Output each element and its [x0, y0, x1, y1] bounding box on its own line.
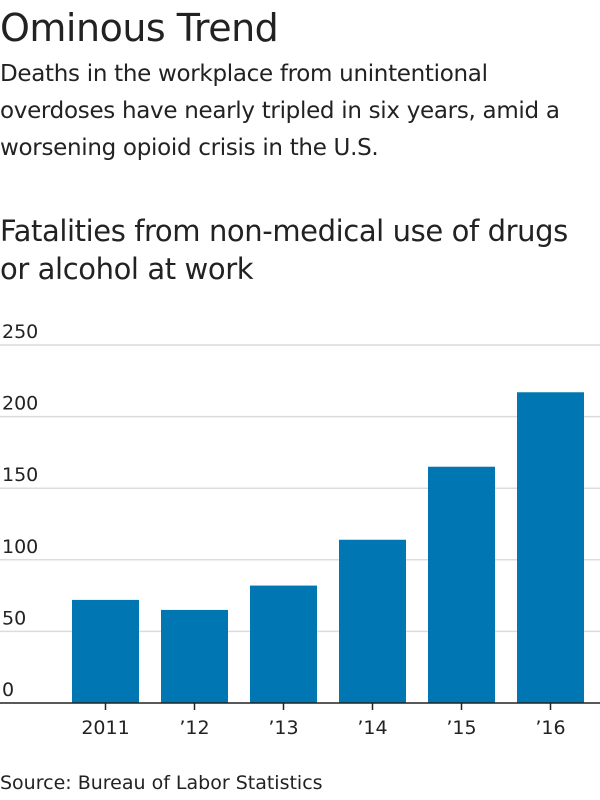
chart-title: Fatalities from non-medical use of drugs… — [0, 214, 568, 286]
bar — [428, 466, 495, 703]
bar — [250, 585, 317, 703]
y-tick-label: 100 — [2, 536, 38, 558]
bar — [339, 539, 406, 703]
y-tick-labels: 0 50 100 150 200 250 — [2, 321, 38, 701]
y-tick-label: 250 — [2, 321, 38, 343]
bar — [517, 392, 584, 703]
x-tick-marks — [104, 703, 552, 710]
bar — [161, 609, 228, 703]
bar — [72, 599, 139, 703]
x-tick-label: ’15 — [446, 717, 476, 739]
y-tick-label: 0 — [2, 679, 14, 701]
y-tick-label: 150 — [2, 464, 38, 486]
y-tick-label: 200 — [2, 393, 38, 415]
x-tick-label: ’14 — [357, 717, 387, 739]
y-tick-label: 50 — [2, 607, 26, 629]
x-tick-labels: 2011 ’12 ’13 ’14 ’15 ’16 — [81, 717, 565, 739]
bars — [72, 392, 584, 703]
x-tick-label: ’13 — [268, 717, 298, 739]
page-subtitle: Deaths in the workplace from unintention… — [0, 61, 560, 161]
source-note: Source: Bureau of Labor Statistics — [0, 772, 323, 794]
x-tick-label: ’12 — [179, 717, 209, 739]
page-title: Ominous Trend — [0, 6, 279, 50]
x-tick-label: ’16 — [535, 717, 565, 739]
x-tick-label: 2011 — [81, 717, 129, 739]
